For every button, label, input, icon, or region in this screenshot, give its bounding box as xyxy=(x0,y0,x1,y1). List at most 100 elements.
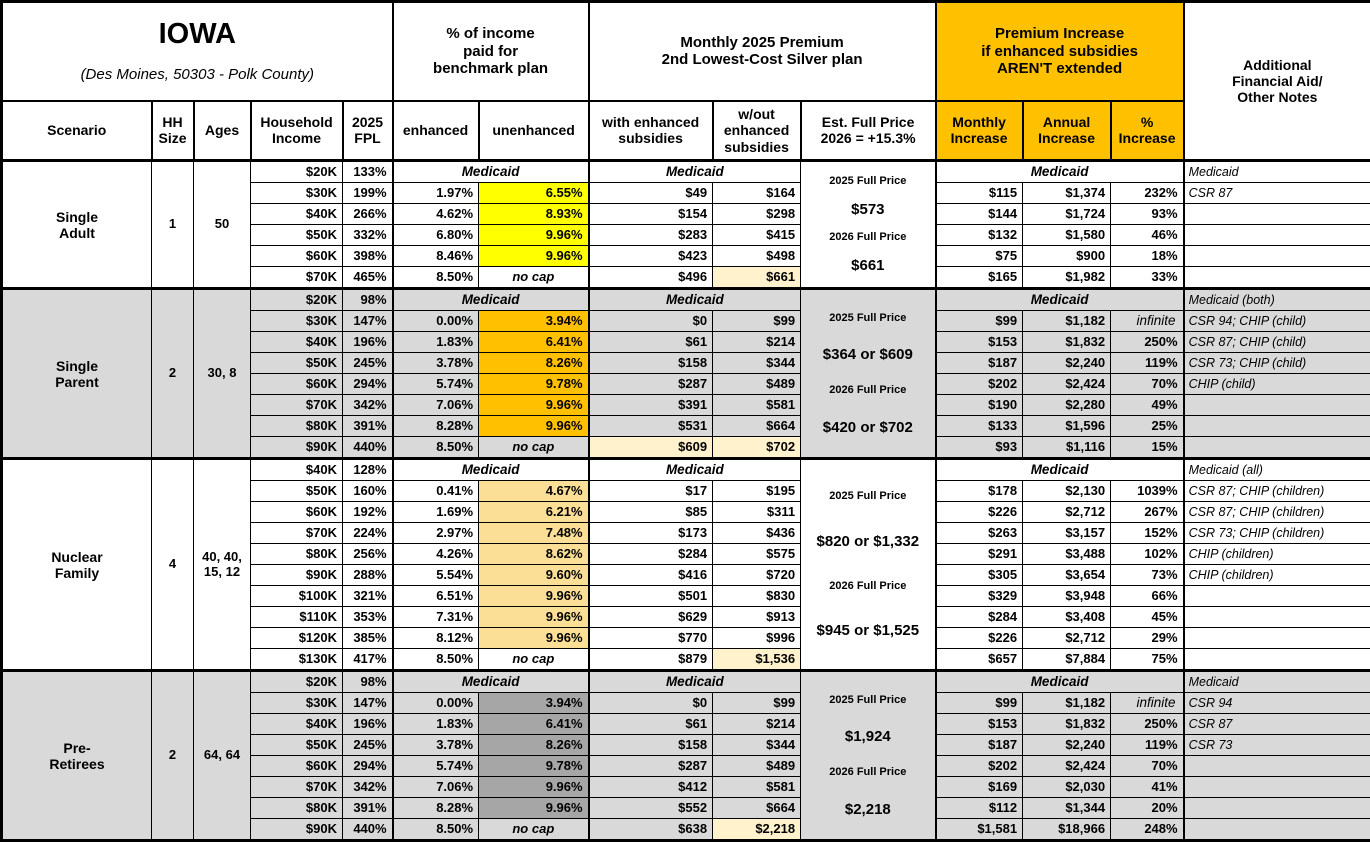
income-cell: $60K xyxy=(251,756,343,777)
column-header-row: Scenario HH Size Ages Household Income 2… xyxy=(2,101,1370,161)
premium-with-subsidies-cell: $173 xyxy=(589,523,713,544)
enhanced-pct-cell: 8.50% xyxy=(393,437,479,459)
fpl-cell: 342% xyxy=(343,395,393,416)
premium-with-subsidies-cell: $284 xyxy=(589,544,713,565)
premium-without-subsidies-cell: $415 xyxy=(713,225,801,246)
pct-increase-cell: 49% xyxy=(1111,395,1184,416)
annual-increase-cell: $1,982 xyxy=(1023,267,1111,289)
unenhanced-pct-cell: 9.96% xyxy=(479,607,589,628)
monthly-increase-cell: $263 xyxy=(936,523,1023,544)
income-cell: $50K xyxy=(251,225,343,246)
col-header-without-subsidies: w/out enhanced subsidies xyxy=(713,101,801,161)
income-cell: $30K xyxy=(251,311,343,332)
unenhanced-pct-cell: no cap xyxy=(479,267,589,289)
premium-with-subsidies-cell: $416 xyxy=(589,565,713,586)
pct-increase-cell: 46% xyxy=(1111,225,1184,246)
premium-without-subsidies-cell: $720 xyxy=(713,565,801,586)
note-cell: CHIP (child) xyxy=(1184,374,1370,395)
premium-with-subsidies-cell: $423 xyxy=(589,246,713,267)
medicaid-premium-cell: Medicaid xyxy=(589,161,801,183)
income-cell: $70K xyxy=(251,777,343,798)
premium-with-subsidies-cell: $770 xyxy=(589,628,713,649)
annual-increase-cell: $2,424 xyxy=(1023,374,1111,395)
full-price-2025-value: $364 or $609 xyxy=(823,346,913,363)
annual-increase-cell: $2,424 xyxy=(1023,756,1111,777)
monthly-increase-cell: $187 xyxy=(936,353,1023,374)
scenario-name: Single Adult xyxy=(2,161,152,289)
monthly-increase-cell: $112 xyxy=(936,798,1023,819)
monthly-increase-cell: $144 xyxy=(936,204,1023,225)
pct-increase-cell: 15% xyxy=(1111,437,1184,459)
income-cell: $110K xyxy=(251,607,343,628)
enhanced-pct-cell: 8.50% xyxy=(393,267,479,289)
scenario-name: Single Parent xyxy=(2,289,152,459)
annual-increase-cell: $18,966 xyxy=(1023,819,1111,841)
note-cell xyxy=(1184,819,1370,841)
col-header-enhanced: enhanced xyxy=(393,101,479,161)
annual-increase-cell: $2,130 xyxy=(1023,481,1111,502)
unenhanced-pct-cell: 9.60% xyxy=(479,565,589,586)
premium-without-subsidies-cell: $214 xyxy=(713,714,801,735)
hh-size-cell: 2 xyxy=(152,289,194,459)
premium-with-subsidies-cell: $287 xyxy=(589,756,713,777)
col-header-pct-increase: % Increase xyxy=(1111,101,1184,161)
enhanced-pct-cell: 8.50% xyxy=(393,819,479,841)
fpl-cell: 391% xyxy=(343,416,393,437)
fpl-cell: 398% xyxy=(343,246,393,267)
pct-increase-cell: 119% xyxy=(1111,353,1184,374)
premium-without-subsidies-cell: $344 xyxy=(713,353,801,374)
fpl-cell: 192% xyxy=(343,502,393,523)
premium-with-subsidies-cell: $531 xyxy=(589,416,713,437)
note-cell xyxy=(1184,586,1370,607)
enhanced-pct-cell: 8.12% xyxy=(393,628,479,649)
monthly-increase-cell: $115 xyxy=(936,183,1023,204)
enhanced-pct-cell: 3.78% xyxy=(393,353,479,374)
unenhanced-pct-cell: 9.96% xyxy=(479,586,589,607)
enhanced-pct-cell: 1.97% xyxy=(393,183,479,204)
annual-increase-cell: $1,116 xyxy=(1023,437,1111,459)
enhanced-pct-cell: 8.28% xyxy=(393,798,479,819)
premium-with-subsidies-cell: $496 xyxy=(589,267,713,289)
ages-cell: 40, 40, 15, 12 xyxy=(194,459,251,671)
monthly-increase-cell: $132 xyxy=(936,225,1023,246)
unenhanced-pct-cell: 6.41% xyxy=(479,332,589,353)
full-price-2026-value: $2,218 xyxy=(845,801,891,818)
fpl-cell: 417% xyxy=(343,649,393,671)
fpl-cell: 147% xyxy=(343,311,393,332)
col-header-fpl: 2025 FPL xyxy=(343,101,393,161)
annual-increase-cell: $1,724 xyxy=(1023,204,1111,225)
enhanced-pct-cell: 7.06% xyxy=(393,395,479,416)
monthly-increase-cell: $190 xyxy=(936,395,1023,416)
unenhanced-pct-cell: 6.55% xyxy=(479,183,589,204)
income-cell: $60K xyxy=(251,502,343,523)
table-header: IOWA (Des Moines, 50303 - Polk County) %… xyxy=(2,2,1370,161)
pct-increase-cell: infinite xyxy=(1111,311,1184,332)
income-cell: $80K xyxy=(251,798,343,819)
premium-without-subsidies-cell: $489 xyxy=(713,374,801,395)
enhanced-pct-cell: 1.83% xyxy=(393,332,479,353)
note-cell: Medicaid (all) xyxy=(1184,459,1370,481)
medicaid-pct-cell: Medicaid xyxy=(393,671,589,693)
premium-with-subsidies-cell: $412 xyxy=(589,777,713,798)
monthly-increase-cell: $284 xyxy=(936,607,1023,628)
annual-increase-cell: $3,948 xyxy=(1023,586,1111,607)
premium-with-subsidies-cell: $609 xyxy=(589,437,713,459)
premium-with-subsidies-cell: $552 xyxy=(589,798,713,819)
hh-size-cell: 1 xyxy=(152,161,194,289)
monthly-increase-cell: $226 xyxy=(936,502,1023,523)
premium-with-subsidies-cell: $158 xyxy=(589,353,713,374)
monthly-increase-cell: $226 xyxy=(936,628,1023,649)
full-price-2025-value: $1,924 xyxy=(845,728,891,745)
monthly-increase-cell: $153 xyxy=(936,332,1023,353)
note-cell xyxy=(1184,777,1370,798)
note-cell xyxy=(1184,225,1370,246)
pct-increase-cell: 75% xyxy=(1111,649,1184,671)
note-cell: CSR 73; CHIP (child) xyxy=(1184,353,1370,374)
premium-with-subsidies-cell: $61 xyxy=(589,332,713,353)
premium-without-subsidies-cell: $1,536 xyxy=(713,649,801,671)
unenhanced-pct-cell: 6.21% xyxy=(479,502,589,523)
income-cell: $20K xyxy=(251,671,343,693)
